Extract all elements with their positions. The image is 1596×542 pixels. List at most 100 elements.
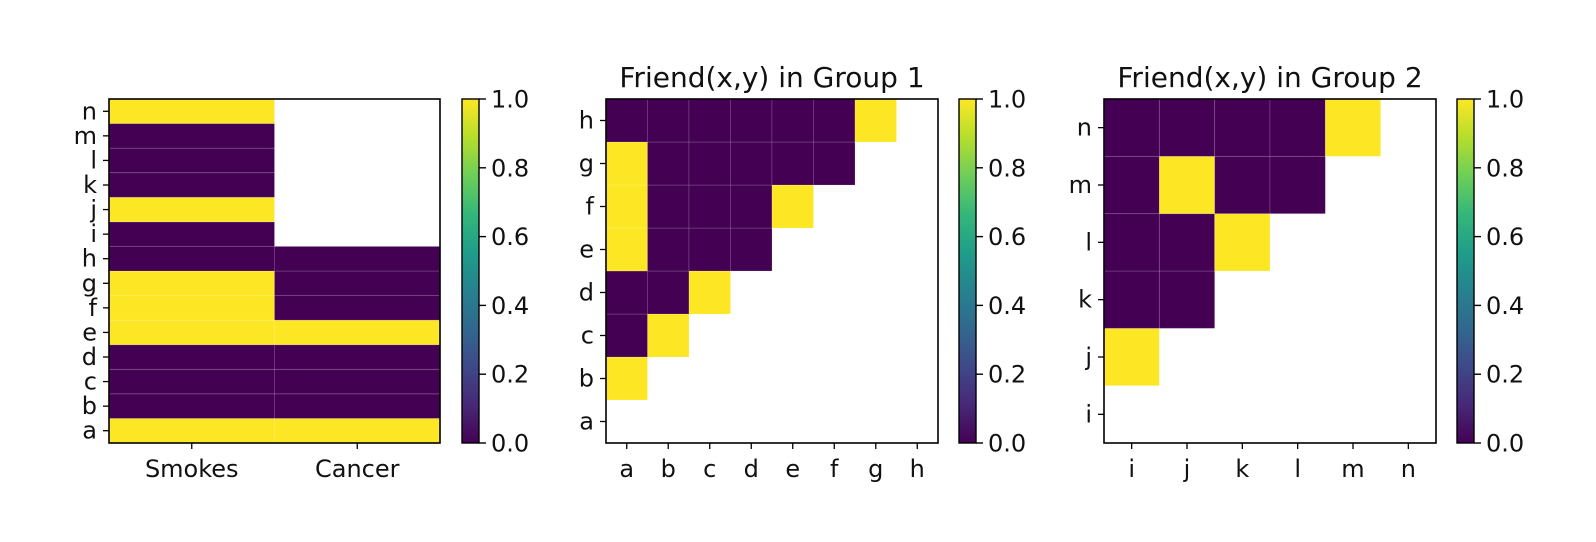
cell-b-a bbox=[605, 356, 648, 401]
cell-smokes-h bbox=[108, 246, 275, 272]
y-tick-label-g: g bbox=[82, 269, 97, 297]
panel-2-colorbar-scale bbox=[958, 98, 977, 444]
y-tick-label-e: e bbox=[82, 318, 97, 346]
x-tick-label-k: k bbox=[1235, 455, 1249, 483]
cell-h-c bbox=[688, 98, 731, 143]
cell-smokes-c bbox=[108, 368, 275, 395]
y-tick-label-m: m bbox=[1069, 171, 1092, 199]
panel-1-colorbar-scale bbox=[461, 98, 480, 444]
cell-smokes-d bbox=[108, 344, 275, 370]
y-tick-label-d: d bbox=[579, 279, 594, 307]
panel-3-colorbar-tick-label: 0.8 bbox=[1486, 154, 1524, 182]
panel-2-title: Friend(x,y) in Group 1 bbox=[619, 61, 924, 94]
cell-cancer-h bbox=[274, 246, 441, 272]
cell-d-a bbox=[605, 270, 648, 315]
x-tick-label-d: d bbox=[744, 455, 759, 483]
cell-cancer-e bbox=[274, 319, 441, 346]
cell-n-l bbox=[1269, 98, 1326, 157]
y-tick-label-n: n bbox=[1077, 114, 1092, 142]
y-tick-label-b: b bbox=[579, 365, 594, 393]
panel-1-frame bbox=[108, 98, 441, 444]
y-tick-label-d: d bbox=[82, 343, 97, 371]
panel-2-colorbar: 0.0 0.2 0.4 0.6 0.8 1.0 bbox=[958, 86, 1026, 458]
cell-f-b bbox=[647, 184, 690, 229]
cell-d-c bbox=[688, 270, 731, 315]
y-tick-label-c: c bbox=[84, 368, 97, 396]
cell-f-c bbox=[688, 184, 731, 229]
cell-smokes-f bbox=[108, 295, 275, 321]
x-tick-label-m: m bbox=[1341, 455, 1364, 483]
x-tick-label-b: b bbox=[661, 455, 676, 483]
panel-3-title: Friend(x,y) in Group 2 bbox=[1117, 61, 1422, 94]
panel-3-ticks: i j k l m n i j k l m n bbox=[1069, 114, 1416, 483]
x-tick-label-cancer: Cancer bbox=[315, 455, 400, 483]
x-tick-label-c: c bbox=[703, 455, 716, 483]
y-tick-label-k: k bbox=[83, 171, 97, 199]
cell-smokes-m bbox=[108, 123, 275, 149]
cell-g-e bbox=[771, 141, 814, 186]
x-tick-label-a: a bbox=[619, 455, 634, 483]
cell-h-e bbox=[771, 98, 814, 143]
cell-g-f bbox=[813, 141, 856, 186]
cell-f-d bbox=[730, 184, 773, 229]
panel-1-colorbar-tick-label: 0.6 bbox=[491, 223, 529, 251]
y-tick-label-i: i bbox=[90, 220, 97, 248]
panel-2-cells bbox=[605, 98, 897, 401]
panel-3-frame bbox=[1103, 98, 1437, 444]
cell-g-d bbox=[730, 141, 773, 186]
cell-g-a bbox=[605, 141, 648, 186]
panel-3-colorbar: 0.0 0.2 0.4 0.6 0.8 1.0 bbox=[1456, 86, 1524, 458]
x-tick-label-e: e bbox=[785, 455, 800, 483]
cell-e-d bbox=[730, 227, 773, 272]
y-tick-label-h: h bbox=[82, 245, 97, 273]
cell-j-i bbox=[1103, 327, 1160, 387]
cell-m-i bbox=[1103, 155, 1160, 215]
panel-1-colorbar-tick-label: 0.0 bbox=[491, 430, 529, 458]
y-tick-label-a: a bbox=[82, 417, 97, 445]
panel-1-cells bbox=[108, 98, 441, 444]
cell-g-c bbox=[688, 141, 731, 186]
x-tick-label-l: l bbox=[1294, 455, 1301, 483]
panel-2-colorbar-tick-label: 0.8 bbox=[988, 154, 1026, 182]
cell-n-m bbox=[1324, 98, 1382, 157]
y-tick-label-j: j bbox=[1084, 343, 1092, 371]
cell-m-l bbox=[1269, 155, 1326, 215]
y-tick-label-a: a bbox=[579, 408, 594, 436]
cell-e-c bbox=[688, 227, 731, 272]
cell-l-j bbox=[1158, 213, 1216, 272]
cell-smokes-a bbox=[108, 418, 275, 444]
y-tick-label-l: l bbox=[90, 146, 97, 174]
y-tick-label-f: f bbox=[586, 193, 595, 221]
cell-n-i bbox=[1103, 98, 1160, 157]
panel-2-frame bbox=[605, 98, 939, 444]
y-tick-label-n: n bbox=[82, 97, 97, 125]
cell-g-b bbox=[647, 141, 690, 186]
cell-cancer-d bbox=[274, 344, 441, 370]
cell-f-e bbox=[771, 184, 814, 229]
cell-n-j bbox=[1158, 98, 1216, 157]
panel-3-colorbar-tick-label: 1.0 bbox=[1486, 86, 1524, 114]
panel-1-colorbar: 0.0 0.2 0.4 0.6 0.8 1.0 bbox=[461, 86, 529, 458]
x-tick-label-g: g bbox=[868, 455, 883, 483]
x-tick-label-n: n bbox=[1401, 455, 1416, 483]
panel-2-colorbar-tick-label: 1.0 bbox=[988, 86, 1026, 114]
panel-2-colorbar-tick-label: 0.2 bbox=[988, 361, 1026, 389]
cell-e-b bbox=[647, 227, 690, 272]
panel-1-colorbar-tick-label: 0.8 bbox=[491, 154, 529, 182]
cell-smokes-n bbox=[108, 98, 275, 124]
y-tick-label-m: m bbox=[74, 122, 97, 150]
cell-k-j bbox=[1158, 270, 1216, 329]
cell-k-i bbox=[1103, 270, 1160, 329]
cell-h-a bbox=[605, 98, 648, 143]
cell-cancer-a bbox=[274, 418, 441, 444]
panel-1-colorbar-tick-label: 0.2 bbox=[491, 361, 529, 389]
cell-cancer-g bbox=[274, 270, 441, 296]
cell-f-a bbox=[605, 184, 648, 229]
panel-3-colorbar-tick-label: 0.2 bbox=[1486, 361, 1524, 389]
y-tick-label-f: f bbox=[89, 294, 98, 322]
cell-h-d bbox=[730, 98, 773, 143]
